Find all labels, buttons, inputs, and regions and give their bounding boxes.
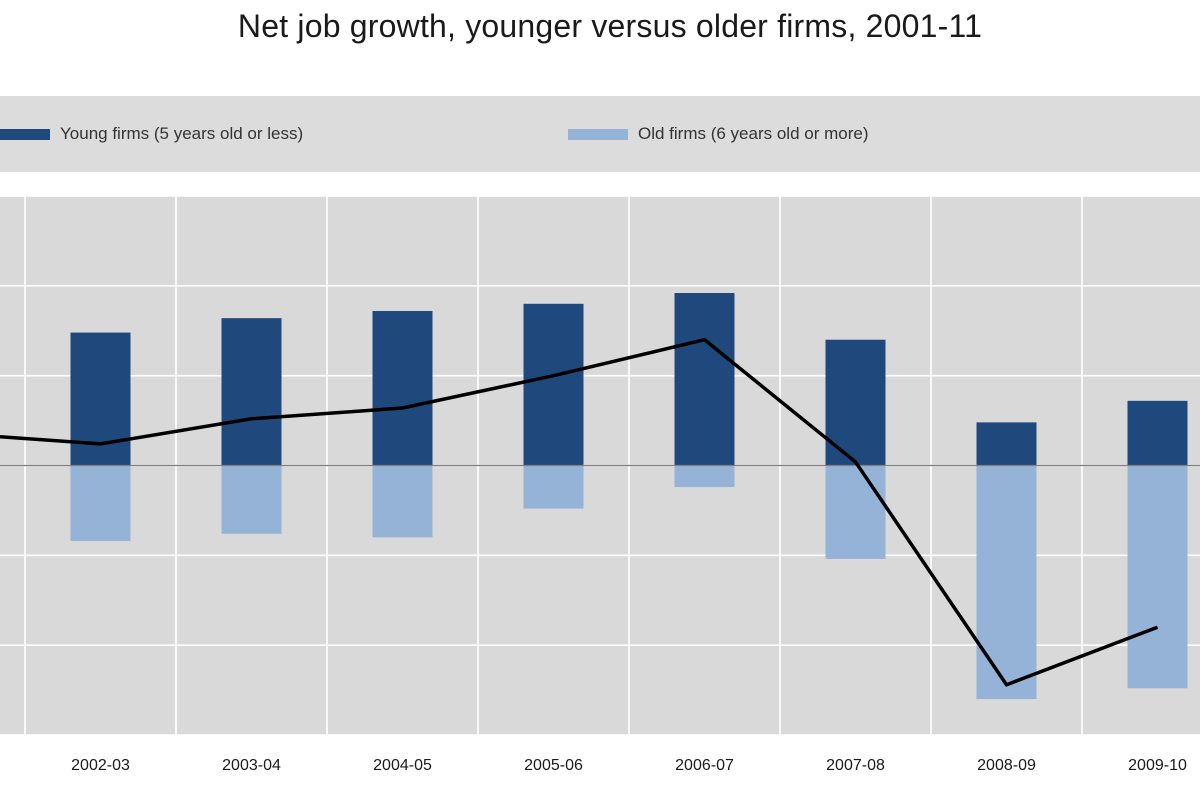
legend-swatch-old-firms [568,129,628,141]
bar-old-2005-06 [523,465,584,509]
bar-old-2002-03 [70,465,131,541]
legend-label-young-firms: Young firms (5 years old or less) [60,124,304,143]
bar-old-2003-04 [221,465,282,534]
bar-old-2007-08 [825,465,886,559]
legend-item-young-firms: Young firms (5 years old or less) [0,124,303,144]
chart-title: Net job growth, younger versus older fir… [237,8,983,44]
bar-old-2006-07 [674,465,735,488]
plot-area: 2002-03 2003-04 2004-05 2005-06 2006-07 2007-… [0,196,1200,774]
x-tick-label-2004-05: 2004-05 [373,757,432,774]
bar-young-2009-10 [1127,400,1188,466]
bar-young-2006-07 [674,293,735,466]
x-tick-label-2006-07: 2006-07 [675,757,734,774]
x-tick-label-2009-10: 2009-10 [1128,757,1187,774]
bar-young-2005-06 [523,303,584,466]
bar-old-2009-10 [1127,465,1188,689]
series-line-net-total [0,337,1159,687]
x-tick-label-2005-06: 2005-06 [524,757,583,774]
bar-layer [70,293,1188,700]
line-layer [0,337,1159,687]
x-tick-label-2002-03: 2002-03 [71,757,130,774]
legend-item-old-firms: Old firms (6 years old or more) [568,124,869,144]
bar-young-2004-05 [372,310,433,466]
legend-label-old-firms: Old firms (6 years old or more) [638,124,869,143]
bar-old-2008-09 [976,465,1037,700]
bar-old-2004-05 [372,465,433,538]
tick-label-layer: 2002-03 2003-04 2004-05 2005-06 2006-07 2007-… [71,757,1187,774]
x-tick-label-2008-09: 2008-09 [977,757,1036,774]
x-tick-label-2007-08: 2007-08 [826,757,885,774]
bar-young-2003-04 [221,318,282,466]
x-tick-label-2003-04: 2003-04 [222,757,281,774]
legend-swatch-young-firms [0,129,50,141]
bar-young-2008-09 [976,422,1037,466]
legend: Young firms (5 years old or less) Old fi… [0,96,1200,172]
